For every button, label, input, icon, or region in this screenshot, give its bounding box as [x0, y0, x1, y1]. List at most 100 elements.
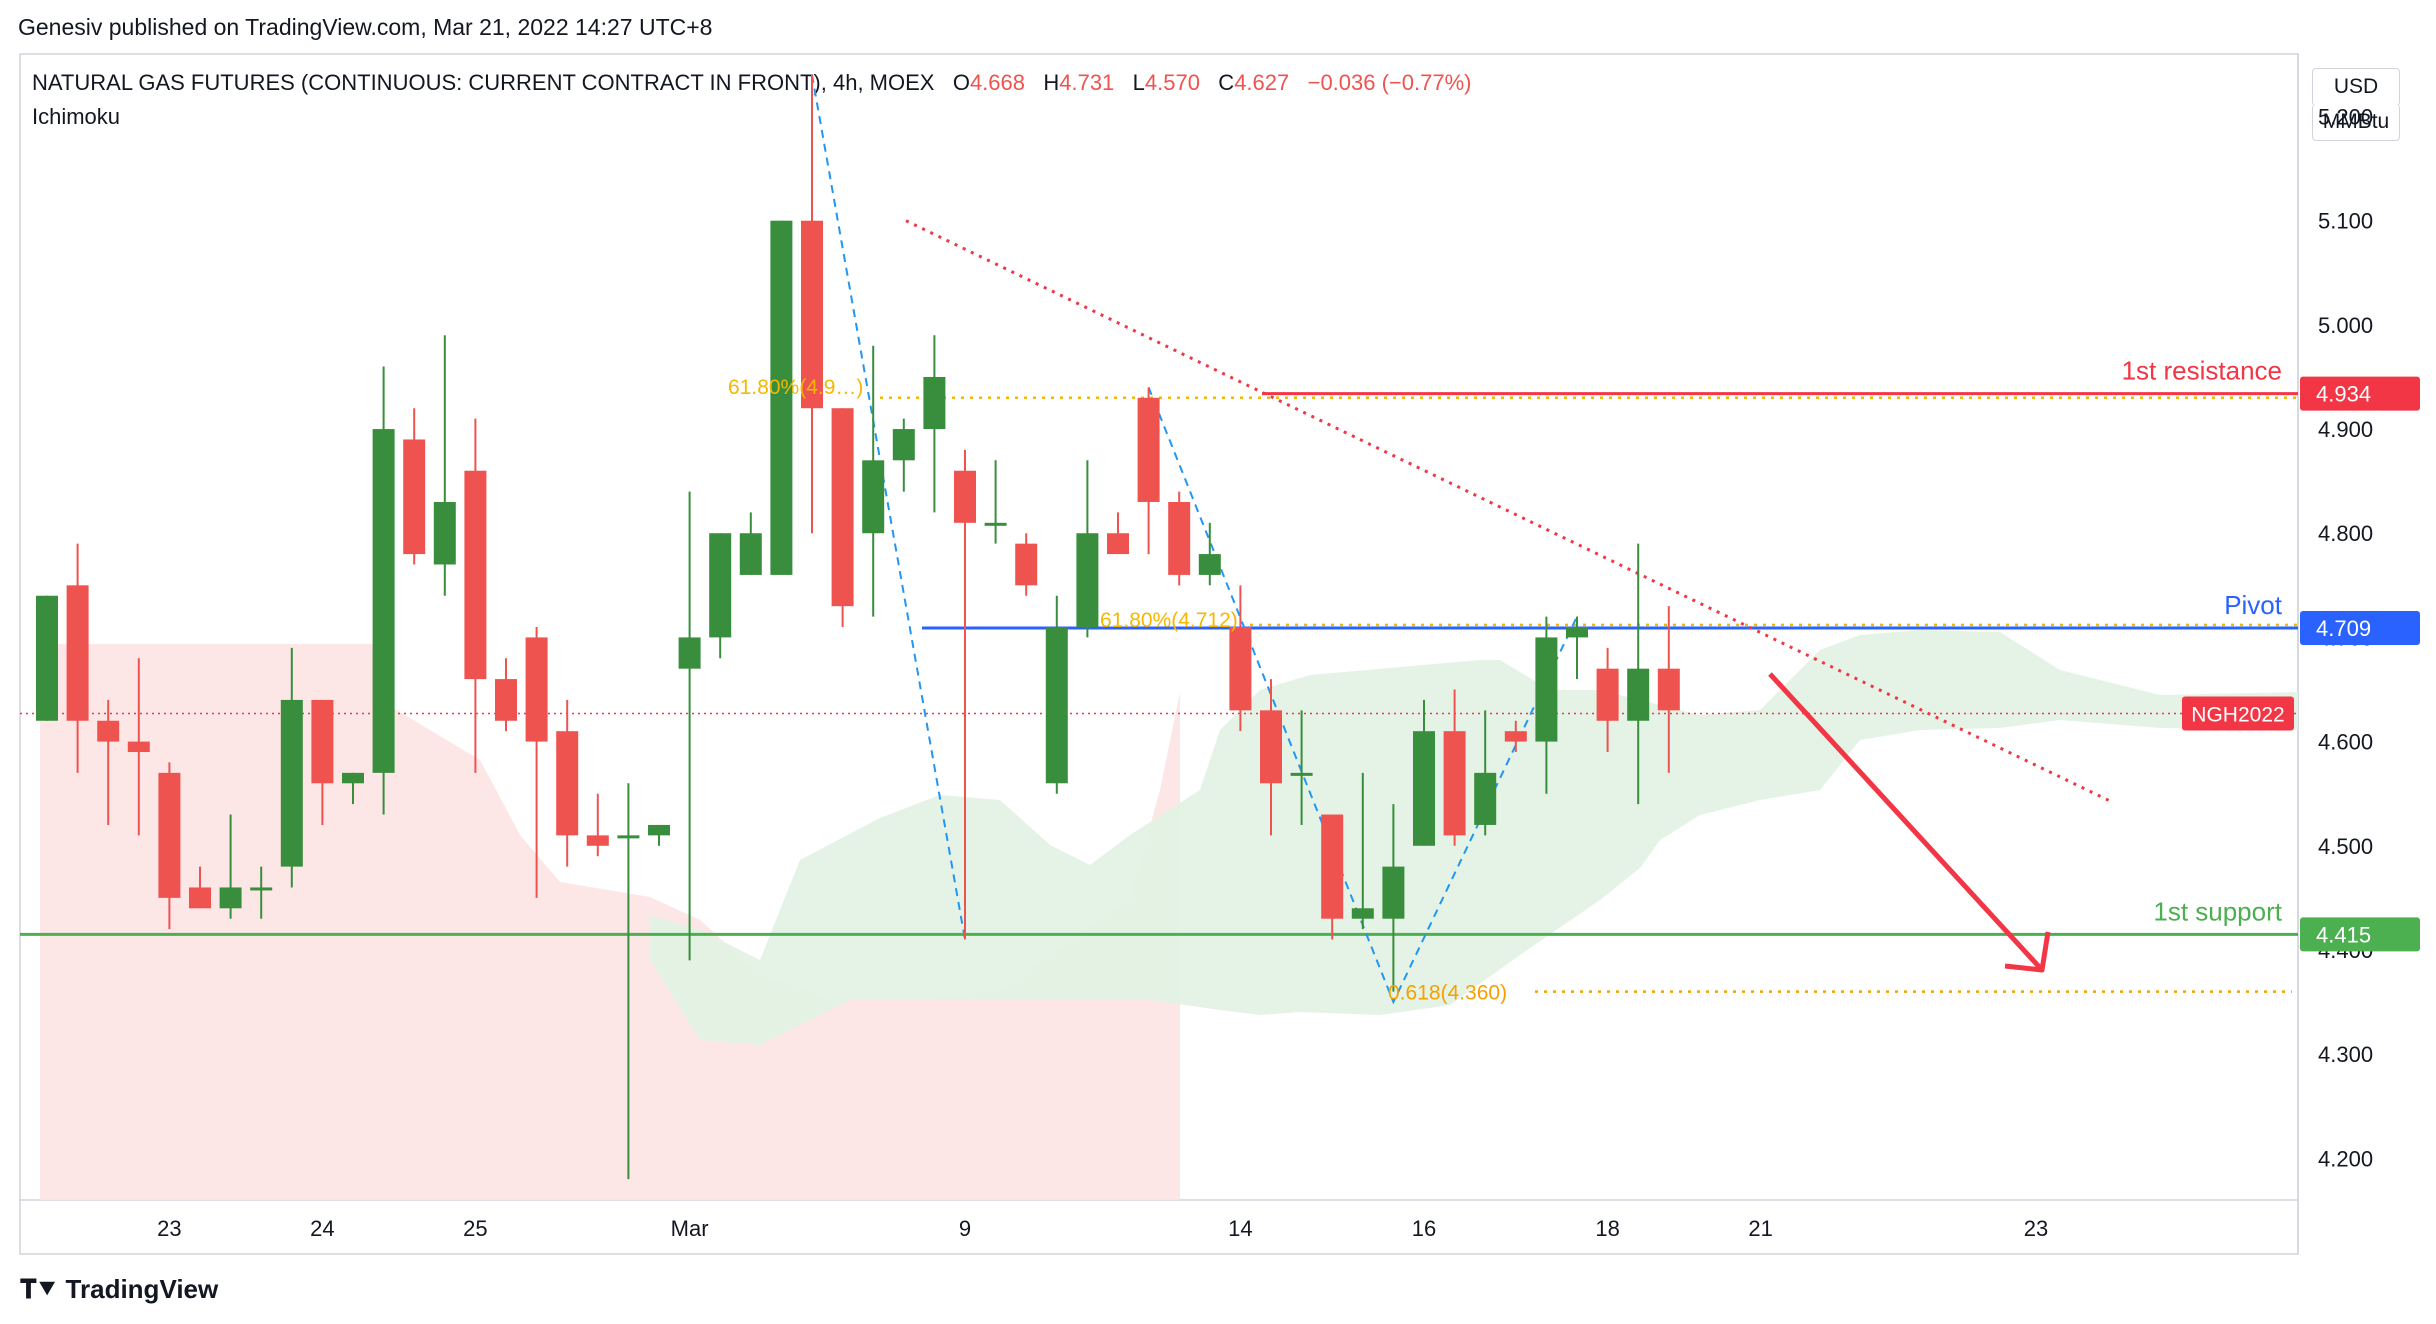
- fib-label-upper: 61.80%(4.9…): [728, 376, 863, 399]
- candle-body: [36, 595, 58, 721]
- candle-body: [66, 585, 89, 721]
- annotation-labels: 4.934 4.709 4.415 1st resistance Pivot 1st su…: [728, 356, 2420, 1005]
- candle-body: [1566, 627, 1588, 638]
- pivot-price-label: 4.709: [2316, 616, 2371, 641]
- candle-body: [770, 220, 793, 575]
- candle-body: [648, 824, 670, 836]
- axes: 4.2004.3004.4004.5004.6004.7004.8004.900…: [157, 105, 2373, 1241]
- candle-body: [1229, 627, 1252, 711]
- low-value: 4.570: [1144, 70, 1200, 95]
- candle-body: [495, 679, 517, 721]
- currency-button[interactable]: USD: [2312, 68, 2400, 106]
- y-tick-label: 4.900: [2318, 417, 2373, 442]
- y-tick-label: 5.200: [2318, 105, 2373, 130]
- x-tick-label: 9: [959, 1216, 971, 1241]
- candle-body: [1290, 772, 1313, 776]
- fib-swing-line-1: [811, 74, 966, 940]
- x-tick-label: 24: [310, 1216, 334, 1241]
- candle-body: [709, 533, 732, 638]
- x-tick-label: 23: [157, 1216, 181, 1241]
- support-label: 1st support: [2153, 896, 2282, 926]
- candle-body: [1321, 814, 1344, 919]
- candle-body: [831, 408, 854, 607]
- y-tick-label: 5.100: [2318, 209, 2373, 234]
- publisher-header: Genesiv published on TradingView.com, Ma…: [18, 14, 713, 40]
- candle-body: [1168, 501, 1191, 575]
- candle-body: [189, 887, 211, 909]
- candle-body: [158, 772, 181, 898]
- candle-body: [1627, 668, 1650, 721]
- x-tick-label: 21: [1748, 1216, 1772, 1241]
- low-label: L: [1132, 70, 1145, 95]
- resistance-label: 1st resistance: [2122, 356, 2282, 386]
- candle-body: [954, 470, 976, 523]
- candle-body: [1657, 668, 1680, 711]
- candle-body: [127, 741, 150, 753]
- candle-body: [250, 887, 273, 891]
- symbol-name[interactable]: NATURAL GAS FUTURES (CONTINUOUS: CURRENT…: [32, 70, 935, 95]
- candle-body: [1137, 397, 1160, 502]
- candle-body: [1504, 731, 1527, 742]
- candle-body: [219, 887, 242, 909]
- high-label: H: [1043, 70, 1060, 95]
- candle-body: [1596, 668, 1619, 721]
- open-label: O: [952, 70, 970, 95]
- candle-body: [97, 720, 120, 742]
- close-value: 4.627: [1234, 70, 1290, 95]
- x-tick-label: 25: [463, 1216, 487, 1241]
- fib-label-mid: 61.80%(4.712): [1100, 609, 1238, 632]
- indicator-label[interactable]: Ichimoku: [32, 104, 121, 129]
- y-tick-label: 4.500: [2318, 834, 2373, 859]
- fib-swing-line-2: [1147, 387, 1578, 1005]
- x-tick-label: 14: [1228, 1216, 1252, 1241]
- forecast-arrow-head: [2004, 931, 2051, 973]
- candle-body: [617, 835, 640, 839]
- candle-body: [1443, 731, 1466, 836]
- x-tick-label: Mar: [671, 1216, 709, 1241]
- candles: [36, 74, 1680, 1180]
- pivot-price-tag: [2300, 611, 2420, 646]
- y-tick-label: 4.600: [2318, 730, 2373, 755]
- candle-body: [1382, 866, 1405, 919]
- forecast-arrow: [1768, 672, 2044, 972]
- candle-body: [1015, 543, 1038, 586]
- pivot-label: Pivot: [2224, 590, 2283, 620]
- x-tick-label: 18: [1595, 1216, 1619, 1241]
- candle-body: [525, 637, 548, 742]
- y-tick-label: 4.800: [2318, 521, 2373, 546]
- candle-body: [678, 637, 701, 669]
- y-tick-label: 4.300: [2318, 1042, 2373, 1067]
- candle-body: [801, 220, 823, 409]
- symbol-price-label: NGH2022: [2191, 703, 2284, 726]
- candle-body: [1107, 533, 1129, 555]
- x-tick-label: 16: [1412, 1216, 1436, 1241]
- candle-body: [311, 699, 334, 784]
- candle-body: [1045, 627, 1068, 784]
- bullish-cloud: [650, 630, 2298, 1045]
- tradingview-logo[interactable]: 𝐓⯆ TradingView: [20, 1274, 218, 1306]
- high-value: 4.731: [1059, 70, 1115, 95]
- resistance-price-tag: [2300, 376, 2420, 411]
- symbol-price-tag: [2182, 696, 2294, 731]
- unit-button[interactable]: MMBtu: [2312, 104, 2400, 141]
- y-tick-label: 4.200: [2318, 1146, 2373, 1171]
- close-label: C: [1218, 70, 1235, 95]
- candle-body: [862, 460, 885, 534]
- support-price-tag: [2300, 917, 2420, 952]
- support-price-label: 4.415: [2316, 922, 2371, 947]
- candle-body: [892, 429, 915, 461]
- candle-body: [1535, 637, 1558, 742]
- symbol-legend: NATURAL GAS FUTURES (CONTINUOUS: CURRENT…: [32, 70, 1472, 96]
- open-value: 4.668: [969, 70, 1025, 95]
- x-tick-label: 23: [2024, 1216, 2048, 1241]
- y-tick-label: 5.000: [2318, 313, 2373, 338]
- candle-body: [1076, 533, 1099, 627]
- candle-body: [984, 522, 1007, 526]
- candle-body: [464, 470, 487, 680]
- tradingview-icon: 𝐓⯆: [20, 1274, 58, 1304]
- candle-body: [556, 731, 579, 836]
- candle-body: [1260, 710, 1282, 784]
- candle-body: [586, 835, 609, 846]
- descending-trendline: [905, 219, 2111, 803]
